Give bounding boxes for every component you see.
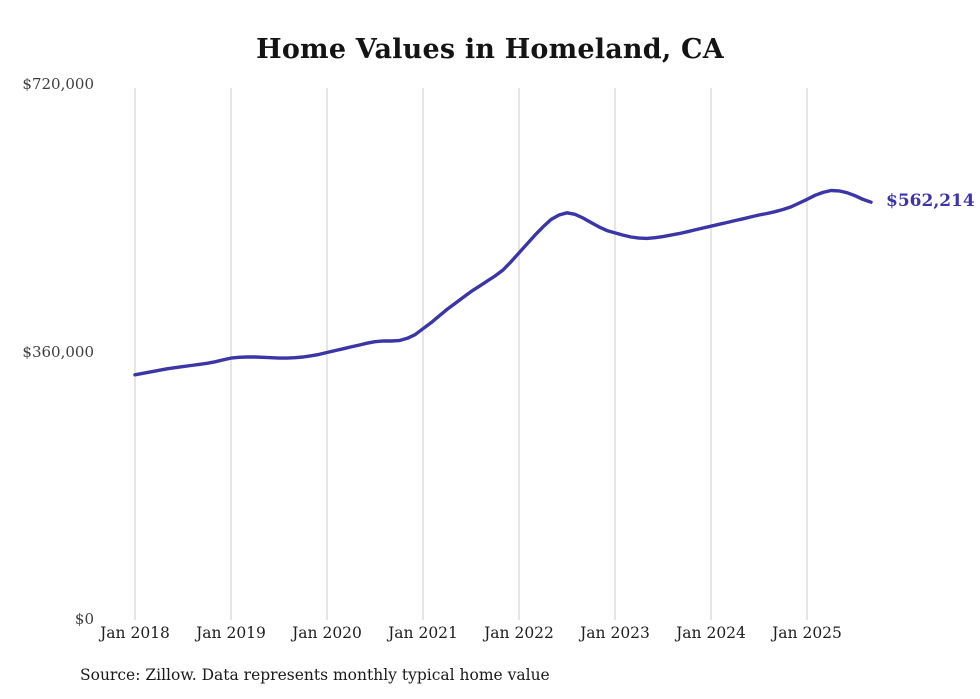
x-axis-tick-label: Jan 2022 [484,624,554,642]
x-axis-tick-label: Jan 2020 [292,624,362,642]
chart-title: Home Values in Homeland, CA [256,34,724,65]
source-note: Source: Zillow. Data represents monthly … [80,666,550,684]
x-axis-tick-label: Jan 2019 [196,624,266,642]
y-axis-tick-label: $360,000 [22,342,94,361]
home-value-line [133,188,873,377]
current-value-label: $562,214 [886,191,975,211]
x-axis-tick-label: Jan 2021 [388,624,458,642]
y-axis-tick-label: $0 [74,610,94,628]
y-axis-tick-label: $720,000 [22,75,94,93]
x-axis-tick-label: Jan 2018 [100,624,170,642]
x-axis-tick-label: Jan 2023 [580,624,650,642]
x-axis-tick-label: Jan 2024 [676,624,746,642]
x-axis-tick-label: Jan 2025 [772,624,842,642]
